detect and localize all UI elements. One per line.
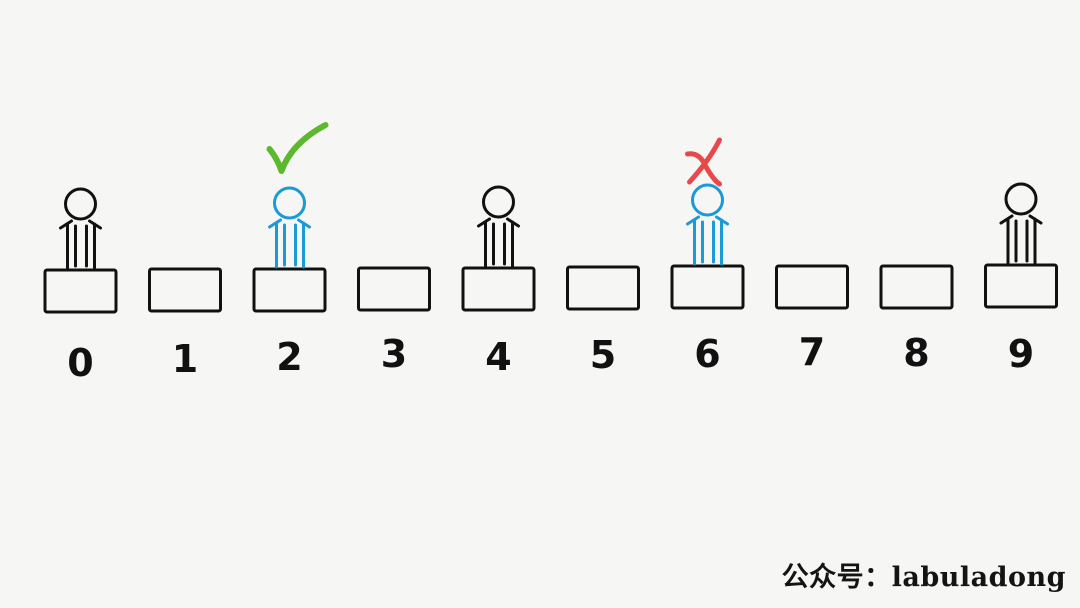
seat-box (984, 263, 1058, 309)
person-right-side (297, 218, 311, 269)
person-left-side (59, 219, 73, 270)
person-legs (701, 220, 715, 264)
person-head (64, 187, 97, 221)
person-seat-2-icon (266, 122, 329, 269)
person-left-side (268, 218, 282, 269)
seat-box (670, 264, 745, 310)
watermark-name: labuladong (891, 562, 1066, 593)
watermark-prefix: 公众号： (781, 562, 892, 593)
seat-6: 6 (670, 264, 745, 376)
seat-4: 4 (461, 266, 536, 379)
seat-box (879, 264, 954, 310)
person-seat-6-icon (685, 137, 729, 266)
person-head (273, 186, 306, 220)
person-head (691, 183, 724, 217)
person-left-side (686, 215, 700, 266)
person-left-side (999, 214, 1014, 265)
seat-label: 4 (485, 335, 511, 379)
person-seat-4-icon (477, 185, 520, 268)
person-head (482, 185, 515, 219)
seat-label: 2 (276, 335, 302, 379)
seats-layer: 0 1 2 3 4 5 6 7 8 9 (43, 263, 1058, 385)
person-legs (492, 222, 506, 266)
seat-label: 5 (590, 333, 616, 377)
seat-box (461, 266, 536, 312)
seat-0: 0 (43, 268, 118, 385)
people-layer (59, 122, 1043, 270)
seat-box (566, 265, 640, 311)
seat-9: 9 (984, 263, 1058, 376)
person-right-side (506, 217, 520, 268)
seat-box (252, 267, 327, 313)
person-head (1004, 182, 1038, 216)
seat-label: 8 (903, 331, 929, 375)
seat-box (357, 266, 431, 312)
person-right-side (88, 219, 102, 270)
seat-label: 6 (694, 332, 720, 376)
person-seat-0-icon (59, 187, 102, 270)
person-right-side (715, 215, 729, 266)
seat-label: 3 (381, 332, 407, 376)
watermark: 公众号：labuladong (782, 555, 1066, 594)
seat-2: 2 (252, 267, 327, 379)
seat-label: 0 (67, 341, 93, 385)
seat-5: 5 (566, 265, 640, 377)
seat-7: 7 (775, 264, 849, 374)
seat-1: 1 (148, 267, 222, 381)
seat-label: 9 (1008, 332, 1034, 376)
seat-box (775, 264, 849, 310)
seat-label: 7 (799, 330, 825, 374)
seat-box (43, 268, 118, 314)
person-legs (283, 223, 297, 267)
seat-label: 1 (172, 337, 198, 381)
seat-box (148, 267, 222, 313)
person-right-side (1028, 214, 1043, 265)
person-seat-9-icon (999, 182, 1043, 265)
person-legs (1014, 219, 1029, 263)
person-left-side (477, 217, 491, 268)
seat-8: 8 (879, 264, 954, 375)
seat-3: 3 (357, 266, 431, 376)
check-icon (266, 122, 329, 174)
person-legs (74, 224, 88, 268)
cross-icon (685, 137, 722, 187)
